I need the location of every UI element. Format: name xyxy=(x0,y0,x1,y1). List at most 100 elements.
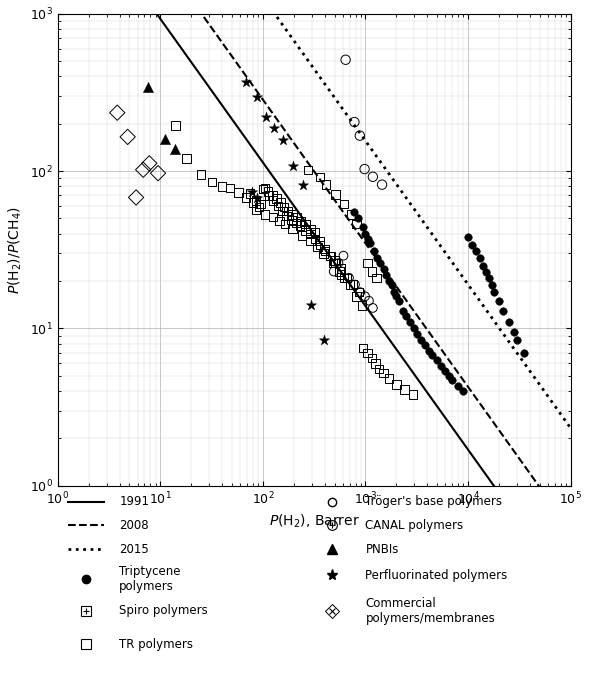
Point xyxy=(353,213,363,224)
Point xyxy=(359,343,368,354)
Point xyxy=(334,258,343,269)
Point xyxy=(344,272,353,283)
Point xyxy=(273,200,283,211)
Point xyxy=(256,198,266,209)
Point xyxy=(392,291,401,302)
Point xyxy=(408,389,418,400)
Point xyxy=(288,223,297,234)
Point xyxy=(171,144,180,155)
Point xyxy=(448,375,457,386)
Point xyxy=(123,131,133,142)
Point xyxy=(512,334,522,345)
Point xyxy=(330,255,339,266)
Point xyxy=(253,92,262,103)
Point xyxy=(341,54,350,65)
Point xyxy=(355,130,365,141)
Point xyxy=(405,316,415,328)
Point xyxy=(464,231,473,243)
Point xyxy=(374,363,383,375)
Point xyxy=(295,220,305,231)
Point xyxy=(400,384,409,395)
Point xyxy=(279,134,288,145)
Point xyxy=(352,291,362,302)
Point xyxy=(489,287,499,298)
Point xyxy=(241,192,250,203)
Point xyxy=(432,354,442,366)
Point xyxy=(292,211,302,223)
Point xyxy=(278,205,287,216)
Point xyxy=(367,352,376,363)
Point xyxy=(264,190,274,201)
Point xyxy=(282,210,292,221)
Point xyxy=(425,346,434,357)
Text: 1991: 1991 xyxy=(120,495,150,508)
Text: PNBIs: PNBIs xyxy=(366,542,399,556)
Point xyxy=(379,368,388,379)
Point xyxy=(454,381,463,392)
Point xyxy=(254,202,264,213)
Point xyxy=(328,258,337,269)
Point xyxy=(392,379,401,390)
Point xyxy=(278,205,287,216)
Point xyxy=(303,164,313,176)
Point xyxy=(481,266,491,277)
Point xyxy=(319,334,328,345)
Point xyxy=(378,179,387,190)
Point xyxy=(315,239,325,250)
Text: Commercial
polymers/membranes: Commercial polymers/membranes xyxy=(366,597,495,625)
Point xyxy=(367,352,376,363)
Point xyxy=(359,343,368,354)
Point xyxy=(292,217,301,228)
Point xyxy=(268,211,277,223)
Point xyxy=(260,209,270,220)
Point xyxy=(138,164,148,176)
Point xyxy=(352,218,362,229)
Point xyxy=(372,252,382,263)
Point xyxy=(339,272,349,283)
Point xyxy=(339,198,349,209)
Point xyxy=(306,228,315,239)
Point xyxy=(313,241,322,252)
Point xyxy=(288,223,297,234)
Point xyxy=(416,334,426,345)
Point xyxy=(296,216,306,227)
Point xyxy=(260,182,270,193)
Y-axis label: $P$(H$_2$)/$P$(CH$_4$): $P$(H$_2$)/$P$(CH$_4$) xyxy=(7,206,24,294)
Point xyxy=(385,373,394,384)
Point xyxy=(144,158,154,169)
Point xyxy=(268,195,277,206)
Point xyxy=(331,189,340,200)
Point xyxy=(310,234,319,245)
Point xyxy=(112,107,122,118)
Point xyxy=(379,368,388,379)
Point xyxy=(301,218,310,229)
Point xyxy=(251,204,260,215)
Point xyxy=(310,234,319,245)
Point xyxy=(315,239,325,250)
Point xyxy=(197,169,206,180)
Point xyxy=(350,117,359,128)
Point xyxy=(263,186,273,197)
Point xyxy=(246,188,255,199)
Point xyxy=(247,186,257,197)
Point xyxy=(361,228,370,239)
Point xyxy=(365,237,375,248)
Point xyxy=(182,153,191,164)
Point xyxy=(374,363,383,375)
Point xyxy=(268,190,277,201)
Point xyxy=(410,323,419,334)
Point xyxy=(207,177,217,188)
Point xyxy=(287,214,296,225)
Point xyxy=(336,269,346,280)
Point xyxy=(389,287,399,298)
Point xyxy=(420,340,429,351)
Point xyxy=(379,263,388,274)
Point xyxy=(320,243,329,254)
Point xyxy=(369,245,378,256)
Point xyxy=(360,164,369,175)
Text: CANAL polymers: CANAL polymers xyxy=(366,519,464,532)
Point xyxy=(412,329,422,340)
Point xyxy=(509,326,519,337)
Point xyxy=(320,245,330,256)
Point xyxy=(331,258,340,269)
